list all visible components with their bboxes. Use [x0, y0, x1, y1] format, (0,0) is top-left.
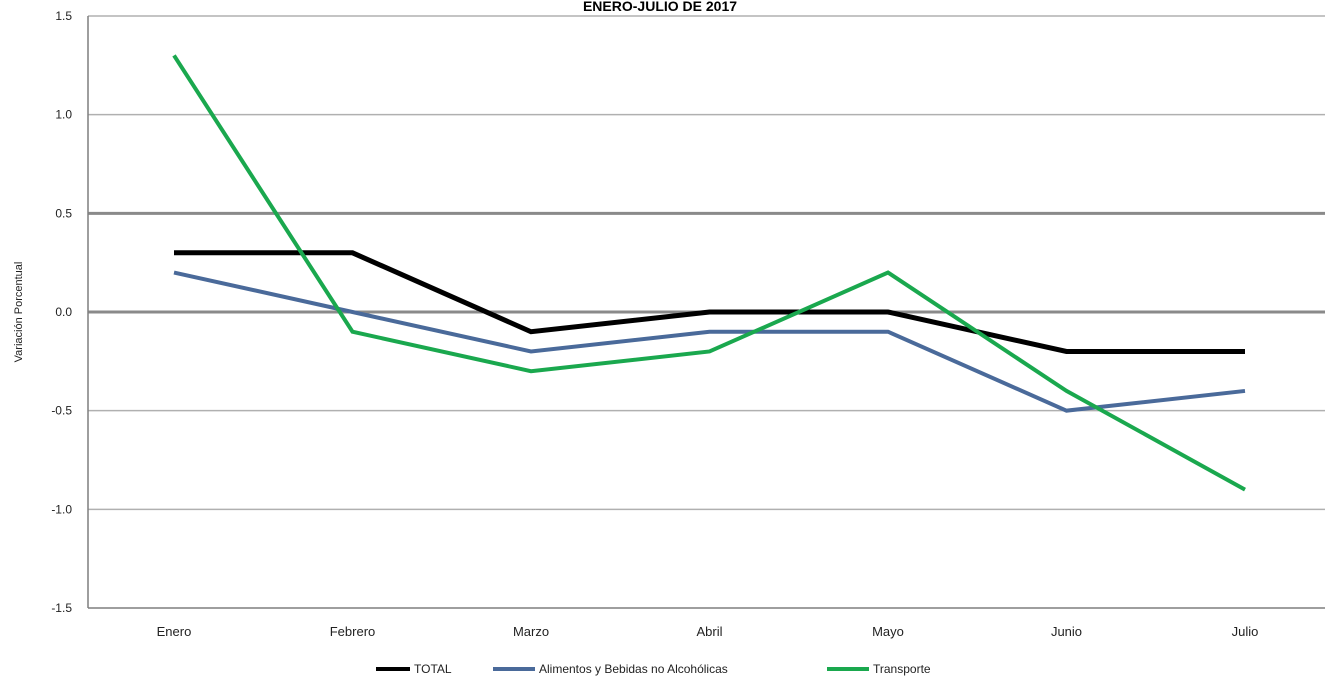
y-tick-label: 1.0 — [55, 108, 72, 122]
x-tick-label: Mayo — [872, 624, 904, 639]
grid-lines — [88, 15, 1325, 511]
x-tick-label: Julio — [1232, 624, 1259, 639]
y-tick-label: -1.0 — [51, 502, 72, 516]
chart-title: ENERO-JULIO DE 2017 — [583, 0, 737, 14]
x-tick-label: Enero — [157, 624, 192, 639]
x-tick-label: Febrero — [330, 624, 376, 639]
series-line — [172, 54, 1246, 492]
legend-label: Alimentos y Bebidas no Alcohólicas — [539, 662, 728, 676]
axes — [87, 16, 1325, 609]
legend: TOTAL Alimentos y Bebidas no Alcohólicas T… — [376, 662, 931, 676]
y-tick-label: 0.5 — [55, 206, 72, 220]
y-tick-label: -0.5 — [51, 404, 72, 418]
series-line — [173, 270, 1246, 413]
y-tick-label: 0.0 — [55, 305, 72, 319]
series-line — [174, 250, 1245, 354]
x-tick-label: Abril — [696, 624, 722, 639]
y-tick-label: -1.5 — [51, 601, 72, 615]
legend-label: TOTAL — [414, 662, 452, 676]
legend-label: Transporte — [873, 662, 931, 676]
series-lines — [172, 54, 1246, 492]
x-tick-label: Marzo — [513, 624, 549, 639]
x-tick-label: Junio — [1051, 624, 1082, 639]
y-tick-label: 1.5 — [55, 9, 72, 23]
y-axis-label: Variación Porcentual — [13, 262, 25, 363]
x-tick-labels: Enero Febrero Marzo Abril Mayo Junio Julio — [157, 624, 1259, 639]
y-tick-labels: 1.5 1.0 0.5 0.0 -0.5 -1.0 -1.5 — [51, 9, 72, 615]
